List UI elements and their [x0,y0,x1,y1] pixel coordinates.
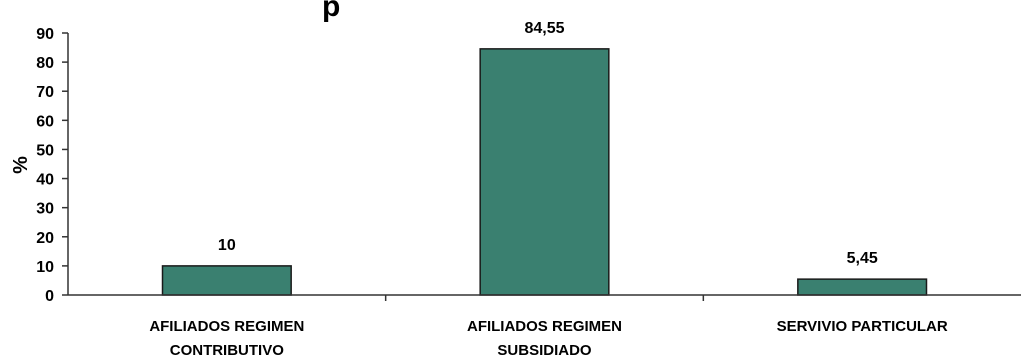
y-tick-label: 30 [36,201,54,218]
data-labels: 10 84,55 5,45 [218,20,878,267]
y-tick-label: 50 [36,142,54,159]
category-label: AFILIADOS REGIMEN [467,318,622,335]
category-label: AFILIADOS REGIMEN [149,318,304,335]
y-tick-label: 20 [36,230,54,247]
y-tick-label: 40 [36,172,54,189]
bar [479,48,610,296]
y-tick-label: 0 [45,288,54,305]
chart-title-fragment: p [322,0,340,23]
y-axis-label: % [10,156,32,174]
bar [161,265,292,296]
data-label: 10 [218,237,236,254]
category-labels: AFILIADOS REGIMEN CONTRIBUTIVO AFILIADOS R… [149,318,948,358]
y-axis-ticks: 0 10 20 30 40 50 60 70 80 90 [36,26,68,305]
y-tick-label: 70 [36,84,54,101]
y-tick-label: 60 [36,113,54,130]
axes [67,33,1021,301]
y-tick-label: 10 [36,259,54,276]
category-label: SERVIVIO PARTICULAR [777,318,948,335]
y-tick-label: 80 [36,55,54,72]
category-label: SUBSIDIADO [497,342,592,358]
bar [797,278,928,296]
data-label: 5,45 [847,250,878,267]
bars [161,48,928,296]
y-tick-label: 90 [36,26,54,43]
data-label: 84,55 [524,20,564,37]
category-label: CONTRIBUTIVO [170,342,284,358]
